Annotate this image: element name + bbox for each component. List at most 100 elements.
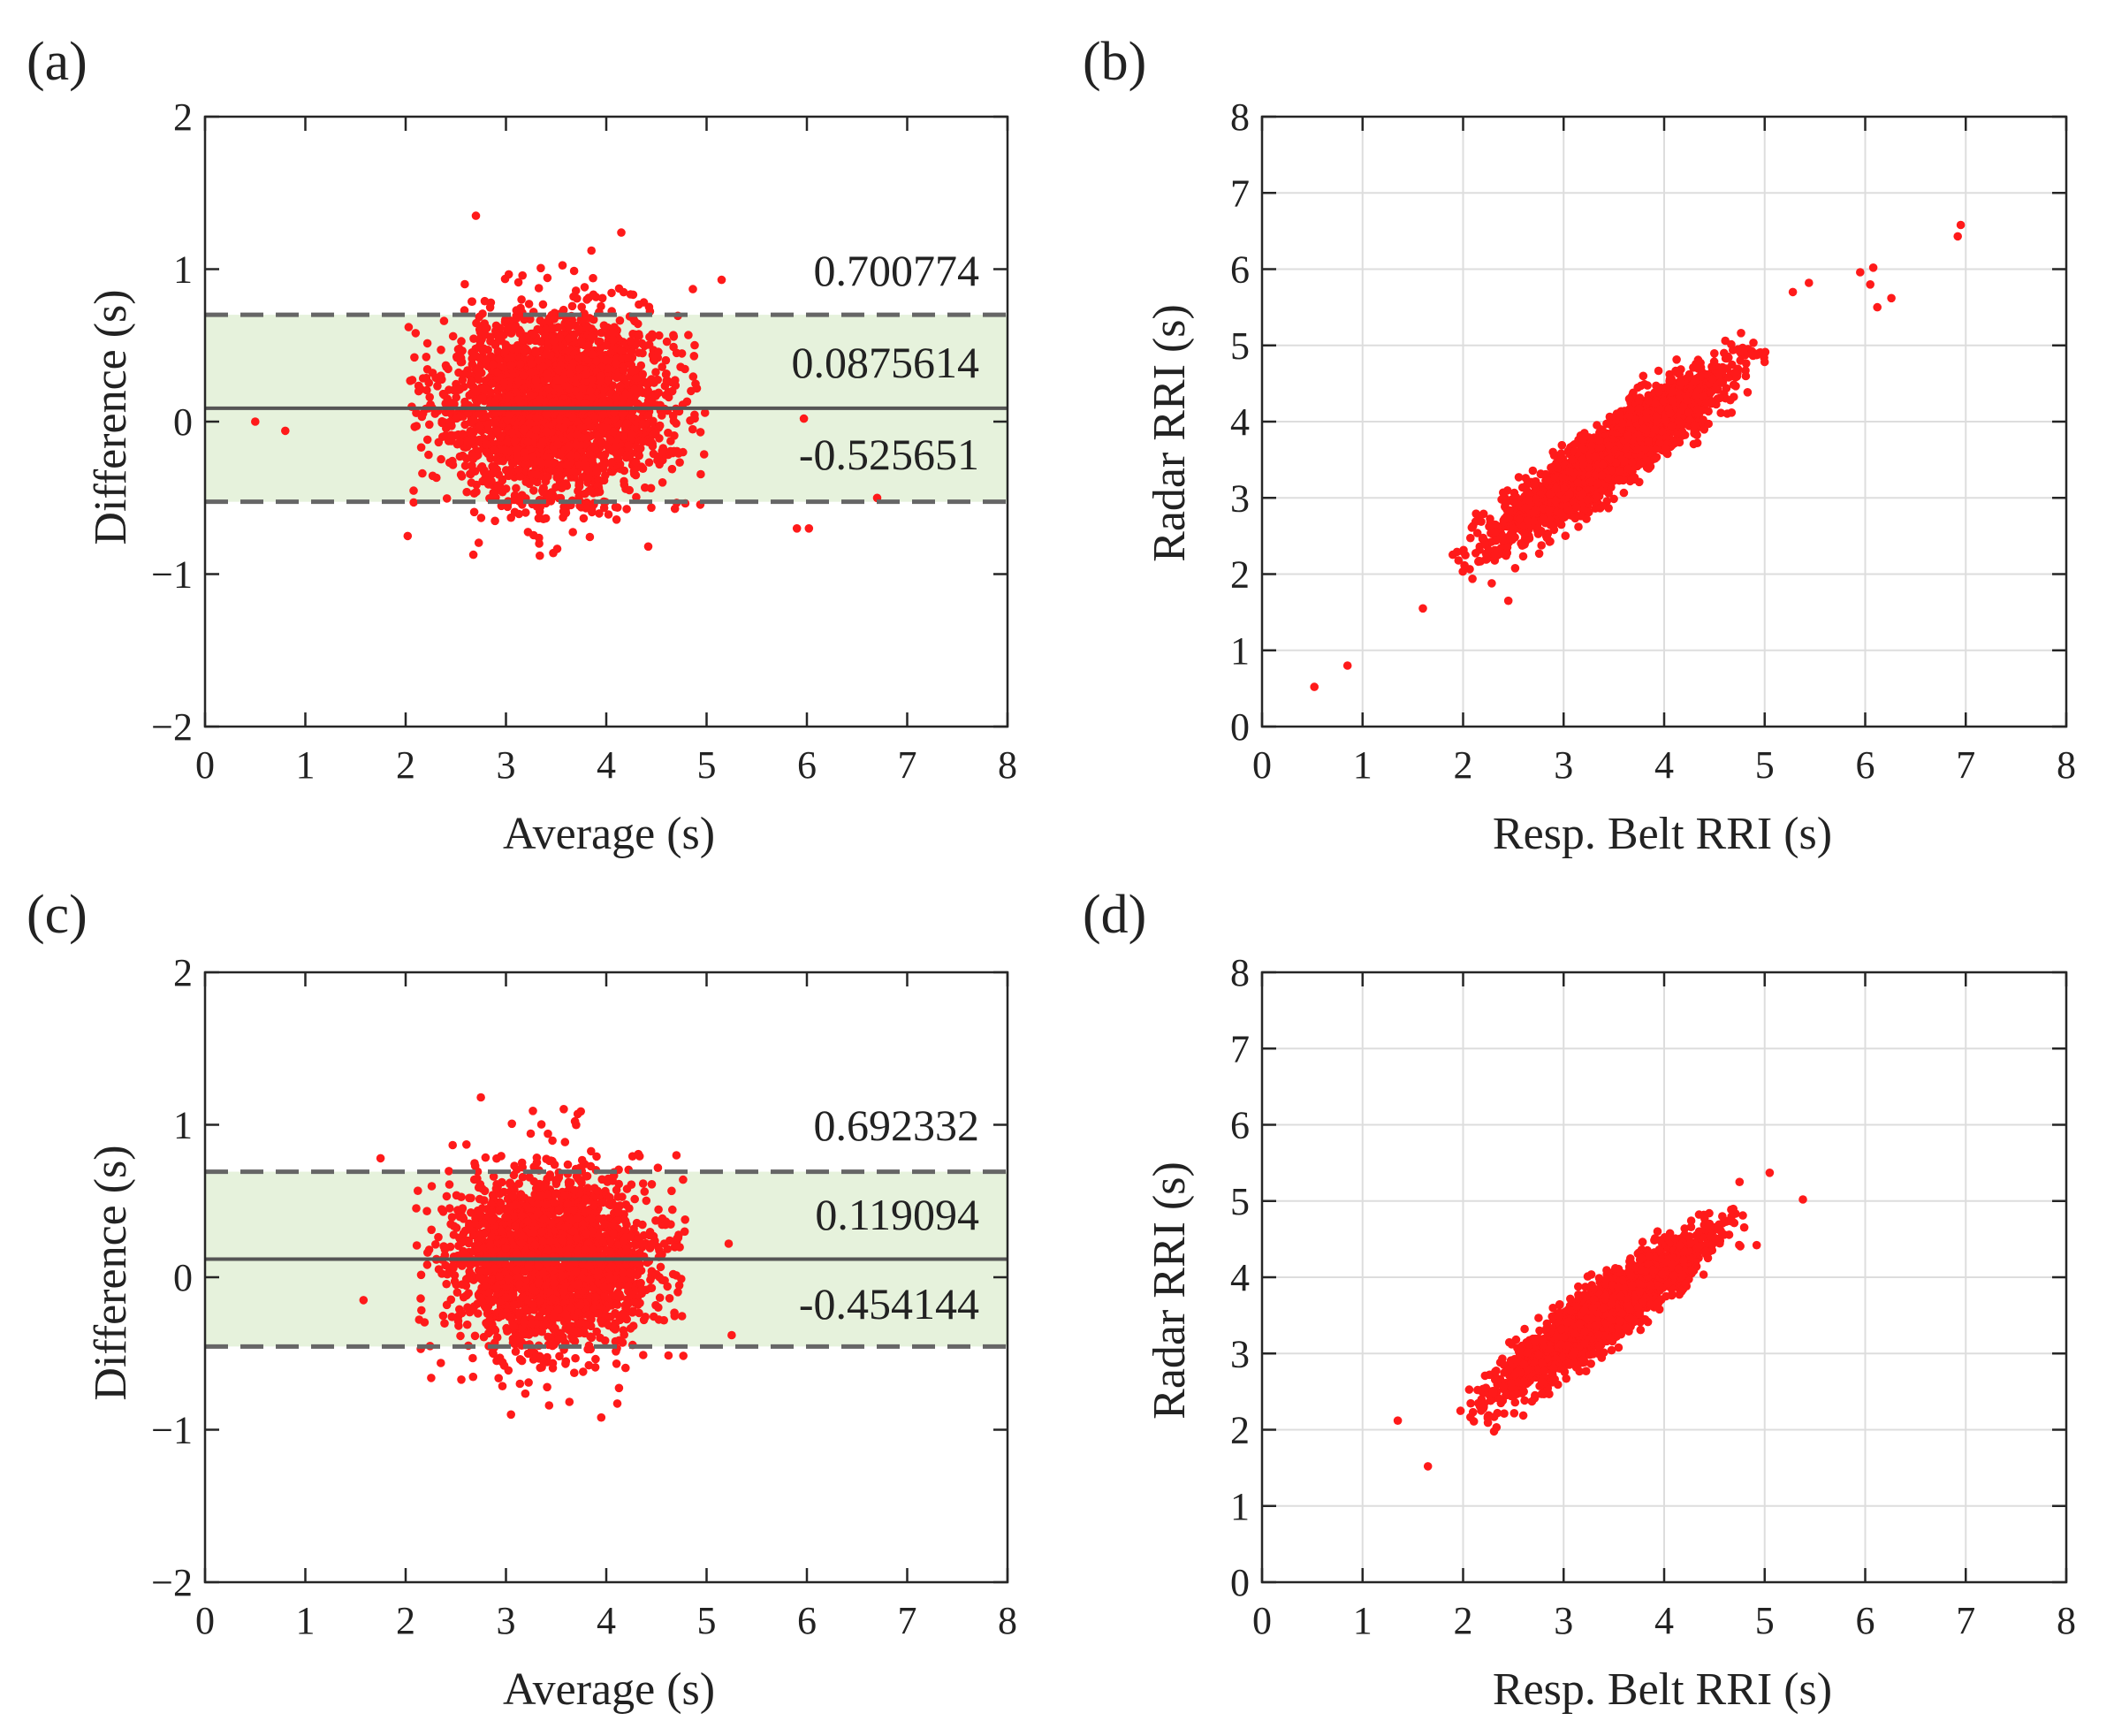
data-point — [555, 399, 565, 407]
data-point — [512, 306, 521, 315]
outlier-point — [799, 414, 809, 423]
data-point — [638, 369, 647, 379]
data-point — [1485, 522, 1494, 531]
data-point — [597, 293, 607, 303]
data-point — [667, 377, 677, 387]
data-point — [561, 417, 571, 426]
data-point — [506, 361, 515, 370]
data-point — [544, 342, 552, 351]
data-point — [452, 414, 461, 423]
data-point — [1471, 549, 1480, 558]
data-point — [469, 507, 479, 517]
data-point — [1510, 564, 1520, 573]
data-point — [688, 372, 698, 381]
data-point — [553, 440, 562, 449]
data-point — [688, 285, 697, 293]
data-point — [483, 476, 491, 485]
data-point — [658, 362, 666, 371]
data-point — [649, 416, 658, 426]
data-point — [651, 368, 660, 377]
data-point — [675, 458, 684, 467]
data-point — [1677, 427, 1687, 437]
data-point — [414, 386, 423, 396]
x-tick-label: 7 — [898, 743, 917, 787]
data-point — [527, 359, 536, 369]
data-point — [647, 333, 657, 342]
y-tick-label: 0 — [173, 400, 193, 444]
data-point — [1561, 531, 1570, 540]
data-point — [588, 456, 597, 465]
data-point — [542, 426, 551, 436]
data-point — [635, 348, 643, 357]
y-tick-label: −2 — [151, 705, 193, 749]
data-point — [1672, 355, 1681, 364]
data-point — [689, 352, 699, 361]
data-point — [581, 489, 589, 499]
data-point — [559, 423, 567, 433]
data-point — [504, 270, 513, 279]
data-point — [620, 480, 629, 490]
data-point — [495, 334, 504, 343]
data-point — [601, 471, 610, 480]
panel-a-mean-label: 0.0875614 — [792, 338, 980, 387]
scatter-points — [1310, 220, 1966, 691]
panel-a-xlabel: Average (s) — [503, 809, 715, 859]
data-point — [700, 408, 710, 417]
data-point — [643, 380, 652, 389]
data-point — [1722, 409, 1732, 418]
data-point — [658, 411, 666, 420]
data-point — [654, 347, 663, 356]
data-point — [585, 449, 595, 459]
data-point — [667, 464, 677, 474]
data-point — [510, 495, 519, 505]
data-point — [636, 387, 646, 397]
data-point — [422, 353, 431, 362]
data-point — [1627, 458, 1637, 467]
data-point — [611, 392, 620, 402]
outlier-point — [471, 211, 481, 220]
data-point — [622, 505, 631, 514]
data-point — [690, 414, 699, 423]
data-point — [409, 486, 418, 495]
data-point — [513, 278, 523, 287]
data-point — [595, 509, 604, 518]
data-point — [575, 392, 584, 400]
data-point — [699, 450, 709, 459]
data-point — [468, 297, 476, 307]
data-point — [532, 413, 541, 423]
data-point — [500, 347, 509, 356]
x-tick-label: 6 — [797, 743, 817, 787]
data-point — [587, 332, 596, 342]
data-point — [1466, 533, 1475, 543]
outlier-point — [617, 228, 626, 237]
data-point — [516, 360, 525, 369]
outlier-point — [804, 524, 814, 533]
data-point — [564, 441, 574, 451]
data-point — [580, 399, 589, 407]
data-point — [662, 337, 672, 346]
data-point — [565, 369, 574, 378]
data-point — [622, 419, 632, 428]
data-point — [1710, 349, 1719, 358]
data-point — [632, 492, 641, 502]
data-point — [1692, 438, 1702, 448]
data-point — [532, 502, 542, 511]
data-point — [482, 439, 491, 449]
data-point — [547, 324, 557, 333]
data-point — [439, 316, 449, 325]
data-point — [483, 355, 491, 365]
data-point — [1715, 368, 1725, 377]
data-point — [462, 453, 471, 463]
data-point — [580, 460, 589, 469]
data-point — [425, 392, 435, 402]
data-point — [644, 458, 654, 467]
data-point — [669, 342, 678, 352]
data-point — [633, 399, 643, 408]
data-point — [454, 351, 463, 361]
data-point — [577, 337, 586, 346]
data-point — [587, 246, 596, 255]
data-point — [482, 447, 491, 457]
data-point — [455, 438, 464, 446]
data-point — [520, 448, 529, 457]
